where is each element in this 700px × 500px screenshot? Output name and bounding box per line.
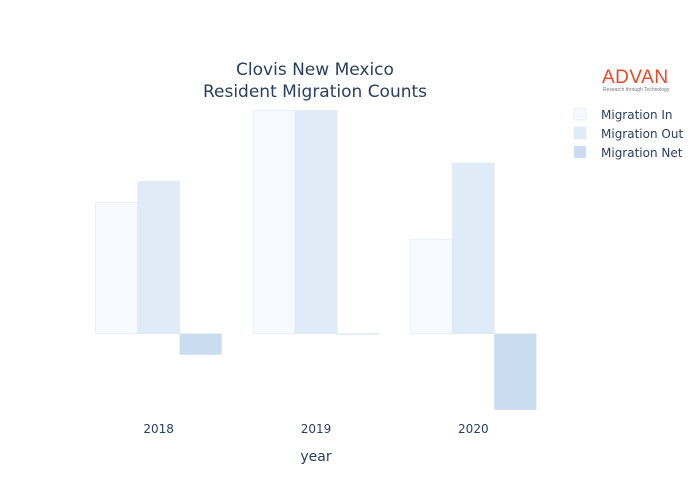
bar-migration-out-2020[interactable] <box>452 162 495 334</box>
legend-item-migration-out[interactable]: Migration Out <box>573 126 683 141</box>
x-axis-ticks: 2018 2019 2020 <box>143 422 488 436</box>
x-tick-label-2019: 2019 <box>301 422 332 436</box>
chart-title-line-1: Clovis New Mexico <box>236 60 394 80</box>
legend-swatch <box>573 107 587 121</box>
bar-migration-net-2018[interactable] <box>179 333 222 355</box>
bars-layer <box>95 110 537 411</box>
legend-item-migration-in[interactable]: Migration In <box>573 107 673 122</box>
chart-title-line-2: Resident Migration Counts <box>203 82 427 102</box>
x-tick-label-2020: 2020 <box>458 422 489 436</box>
bar-migration-in-2019[interactable] <box>252 110 296 334</box>
bar-migration-net-2019[interactable] <box>336 333 380 335</box>
x-axis-title: year <box>300 449 331 465</box>
legend-label: Migration Net <box>601 146 683 160</box>
legend-item-migration-net[interactable]: Migration Net <box>573 145 683 160</box>
legend[interactable]: Migration In Migration Out Migration Net <box>573 107 683 160</box>
bar-migration-out-2019[interactable] <box>294 110 338 334</box>
legend-swatch <box>573 126 587 140</box>
logo-wordmark: ADVAN <box>602 67 669 88</box>
logo-tagline: Research through Technology <box>603 87 670 93</box>
advan-logo: ADVAN Research through Technology <box>602 67 670 93</box>
legend-label: Migration In <box>601 108 673 122</box>
chart-title: Clovis New Mexico Resident Migration Cou… <box>203 60 427 102</box>
bar-migration-out-2018[interactable] <box>137 181 180 334</box>
bar-migration-in-2020[interactable] <box>410 238 453 334</box>
bar-migration-in-2018[interactable] <box>95 202 138 334</box>
x-tick-label-2018: 2018 <box>143 422 174 436</box>
bar-migration-net-2020[interactable] <box>494 333 537 411</box>
legend-label: Migration Out <box>601 127 683 141</box>
legend-swatch <box>573 145 587 159</box>
